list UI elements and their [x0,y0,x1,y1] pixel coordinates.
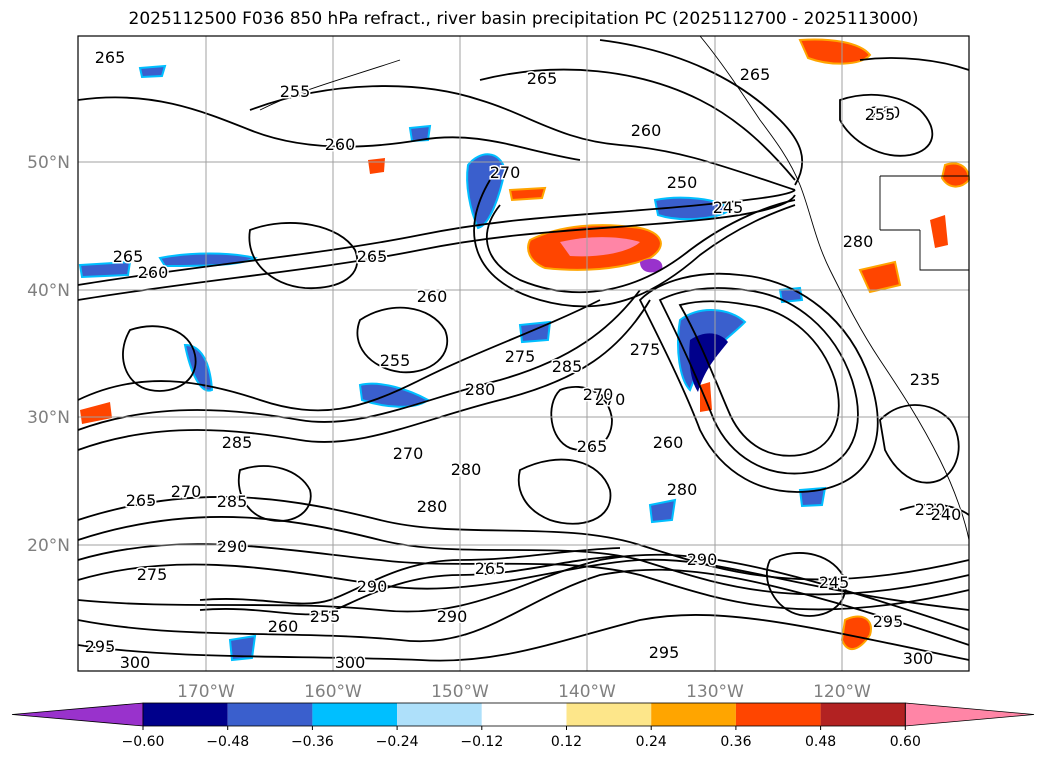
contour-label: 275 [505,347,536,366]
contour-label: 290 [357,577,388,596]
colorbar-tick-label: 0.36 [720,734,751,750]
contour-label: 280 [465,380,496,399]
contour-label: 280 [667,480,698,499]
contour-label: 265 [577,437,608,456]
contour-label: 270 [171,482,202,501]
contour-label: 270 [583,385,614,404]
refractivity-contours [77,39,970,662]
contour-label: 280 [451,460,482,479]
contour-label: 290 [687,550,718,569]
contour-label: 265 [475,559,506,578]
contour-label: 270 [393,444,424,463]
colorbar-tick-label: −0.24 [376,734,419,750]
colorbar-tick-label: 0.60 [890,734,921,750]
lon-label-170w: 170°W [177,682,235,702]
contour-label: 235 [910,370,941,389]
contour-label: 255 [380,351,411,370]
lat-label-30n: 30°N [27,408,70,428]
contour-label: 275 [137,565,168,584]
plot-frame [77,35,970,672]
colorbar-tick-label: −0.12 [460,734,503,750]
colorbar-extend-max [904,702,1035,727]
contour-label: 300 [335,653,366,672]
lon-label-130w: 130°W [686,682,744,702]
contour-label: 290 [437,607,468,626]
colorbar-tick-label: 0.48 [805,734,836,750]
lat-label-50n: 50°N [27,153,70,173]
contour-label: 280 [843,232,874,251]
colorbar-segment [397,703,482,726]
colorbar-segment [143,703,228,726]
colorbar-extend-min [11,702,144,727]
colorbar-tick-label: −0.60 [122,734,165,750]
contour-label: 275 [630,340,661,359]
contour-labels: 2652652602552602702502452752702602652652… [83,47,963,674]
contour-label: 265 [126,491,157,510]
contour-label: 300 [903,649,934,668]
colorbar-frame [142,702,906,727]
contour-label: 285 [217,492,248,511]
plot-area [77,35,971,672]
contour-label: 260 [631,121,662,140]
contour-label: 280 [417,497,448,516]
colorbar-tick-label: −0.36 [291,734,334,750]
contour-label: 295 [873,612,904,631]
contour-label: 260 [870,103,901,122]
contour-label: 230 [915,500,946,519]
contour-label: 260 [653,433,684,452]
lat-label-20n: 20°N [27,536,70,556]
contour-label: 245 [819,573,850,592]
contour-label: 270 [490,163,521,182]
contour-label: 295 [85,637,116,656]
colorbar: −0.60 −0.48 −0.36 −0.24 −0.12 0.12 0.24 0.36 0.4… [11,702,1035,750]
contour-label: 265 [527,69,558,88]
colorbar-segment [566,703,652,726]
colorbar-segment [481,703,567,726]
lon-label-160w: 160°W [304,682,362,702]
contour-label: 255 [865,105,896,124]
contour-label: 265 [740,65,771,84]
contour-label: 295 [649,643,680,662]
contour-label: 245 [713,198,744,217]
colorbar-segment [227,703,313,726]
lon-label-150w: 150°W [431,682,489,702]
contour-label: 250 [667,173,698,192]
contour-label: 260 [268,617,299,636]
contour-label: 265 [95,48,126,67]
colorbar-segment [820,703,906,726]
coastlines [259,35,970,541]
colorbar-segment [312,703,398,726]
colorbar-tick-label: 0.24 [636,734,667,750]
contour-label: 285 [552,357,583,376]
lat-label-40n: 40°N [27,281,70,301]
lon-label-120w: 120°W [813,682,871,702]
contour-label: 285 [222,433,253,452]
contour-label: 260 [325,135,356,154]
contour-label: 290 [217,537,248,556]
colorbar-tick-label: 0.12 [551,734,582,750]
contour-label: 300 [120,653,151,672]
contour-label: 265 [357,247,388,266]
map-title: 2025112500 F036 850 hPa refract., river … [128,9,919,29]
contour-label: 270 [595,390,626,409]
graticule [78,36,969,671]
contour-label: 260 [138,263,169,282]
colorbar-segment [651,703,736,726]
contour-label: 260 [417,287,448,306]
contour-label: 255 [310,607,341,626]
lon-label-140w: 140°W [558,682,616,702]
contour-label: 255 [280,82,311,101]
colorbar-segment [735,703,821,726]
contour-label: 265 [113,247,144,266]
contour-label: 240 [931,505,962,524]
colorbar-tick-label: −0.48 [206,734,249,750]
